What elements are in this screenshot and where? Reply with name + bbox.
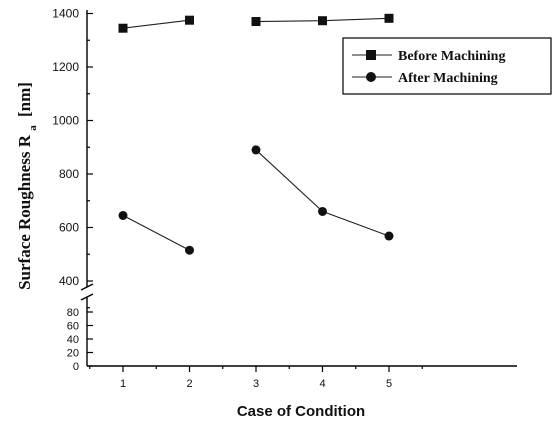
- legend-label-after: After Machining: [398, 71, 498, 86]
- series-layer: [118, 13, 394, 255]
- point-before-machining: [384, 13, 394, 23]
- x-tick-label: 4: [319, 378, 325, 390]
- series-line-after: [122, 214, 190, 251]
- point-after-machining: [185, 245, 194, 255]
- y-low-tick-label: 20: [67, 348, 79, 360]
- legend-marker-circle: [366, 72, 376, 82]
- y-tick-label: 400: [59, 274, 79, 288]
- y-tick-label: 800: [59, 167, 79, 181]
- legend-marker-square: [366, 50, 376, 60]
- y-axis-label-group: Surface Roughness R a [nm]: [15, 82, 40, 290]
- x-tick-label: 3: [253, 378, 259, 390]
- point-after-machining: [318, 206, 327, 216]
- point-before-machining: [251, 17, 261, 27]
- x-tick-label: 1: [120, 378, 126, 390]
- series-line-before: [122, 19, 190, 29]
- legend-label-before: Before Machining: [398, 49, 505, 64]
- y-axis-break-mark: [80, 293, 94, 301]
- y-axis-label-unit: [nm]: [15, 82, 34, 117]
- y-axis-break-mark: [80, 283, 94, 291]
- y-tick-label: 1400: [52, 7, 79, 21]
- x-tick-label: 5: [386, 378, 392, 390]
- point-after-machining: [384, 231, 394, 241]
- y-axis-label-subscript: a: [27, 125, 39, 131]
- legend: Before Machining After Machining: [342, 37, 552, 95]
- x-axis-label: Case of Condition: [237, 403, 365, 420]
- y-low-tick-label: 40: [67, 334, 79, 346]
- y-axis-label-main: Surface Roughness R: [15, 134, 34, 290]
- series-line-after: [255, 149, 390, 237]
- svg-text:Surface Roughness R a: Surface Roughness R a [nm]: [15, 82, 40, 290]
- y-low-tick-label: 80: [67, 307, 79, 319]
- point-after-machining: [118, 210, 128, 220]
- y-tick-label: 1200: [52, 60, 79, 74]
- y-tick-label: 600: [59, 221, 79, 235]
- point-after-machining: [251, 145, 261, 155]
- y-low-tick-label: 0: [73, 361, 79, 373]
- axes: [80, 10, 517, 367]
- point-before-machining: [185, 15, 194, 25]
- point-before-machining: [118, 23, 128, 33]
- x-tick-label: 2: [186, 378, 192, 390]
- y-low-tick-label: 60: [67, 321, 79, 333]
- y-tick-label: 1000: [52, 114, 79, 128]
- legend-box: [342, 37, 552, 95]
- point-before-machining: [318, 16, 327, 26]
